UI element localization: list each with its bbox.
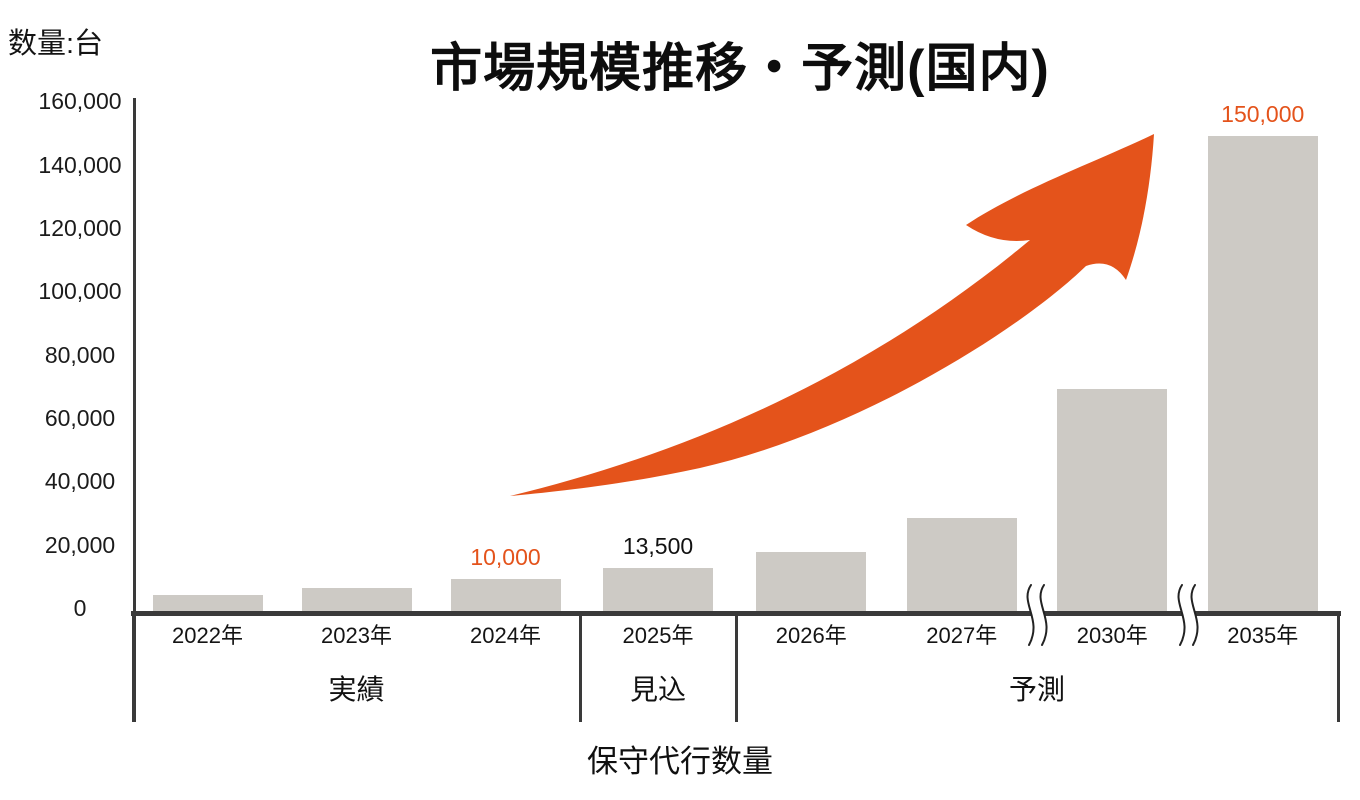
y-tick-label: 120,000 (38, 215, 122, 241)
bar (756, 552, 867, 611)
x-category-label: 2026年 (775, 623, 847, 648)
bar (1057, 389, 1168, 611)
x-axis-divider (131, 611, 135, 722)
bar (1207, 136, 1318, 611)
y-tick-label: 20,000 (44, 531, 116, 558)
y-axis-line (133, 98, 136, 722)
y-tick-label: 160,000 (38, 88, 122, 115)
y-axis-unit-label: 数量:台 (8, 28, 104, 60)
y-tick-label: 60,000 (44, 405, 116, 431)
bar-value-label: 13,500 (622, 533, 694, 559)
bar-value-label: 150,000 (1221, 101, 1305, 127)
y-tick-label: 40,000 (44, 468, 116, 495)
y-tick-label: 140,000 (38, 151, 122, 178)
x-axis-title: 保守代行数量 (587, 744, 773, 779)
x-axis-divider (734, 611, 738, 722)
axis-break-mark (1168, 583, 1208, 647)
section-label: 見込 (629, 674, 686, 705)
chart-title: 市場規模推移・予測(国内) (430, 40, 1050, 98)
bar (450, 579, 561, 611)
section-label: 実績 (328, 674, 385, 705)
bar (906, 518, 1017, 611)
x-category-label: 2035年 (1227, 623, 1299, 648)
x-category-label: 2027年 (926, 623, 998, 648)
x-category-label: 2030年 (1076, 623, 1148, 648)
x-category-label: 2025年 (622, 623, 694, 648)
x-axis-divider (578, 611, 582, 722)
section-label: 予測 (1008, 674, 1065, 705)
bar-value-label: 10,000 (470, 544, 541, 570)
bar (301, 588, 412, 611)
axis-break-mark (1017, 583, 1057, 647)
x-axis-divider (1336, 611, 1340, 722)
x-category-label: 2024年 (470, 623, 541, 648)
y-tick-label: 0 (73, 595, 87, 621)
x-category-label: 2023年 (321, 623, 392, 648)
y-tick-label: 80,000 (44, 341, 116, 368)
y-tick-label: 100,000 (38, 278, 122, 305)
bar (152, 595, 263, 611)
bar (603, 568, 713, 611)
x-category-label: 2022年 (172, 623, 243, 648)
